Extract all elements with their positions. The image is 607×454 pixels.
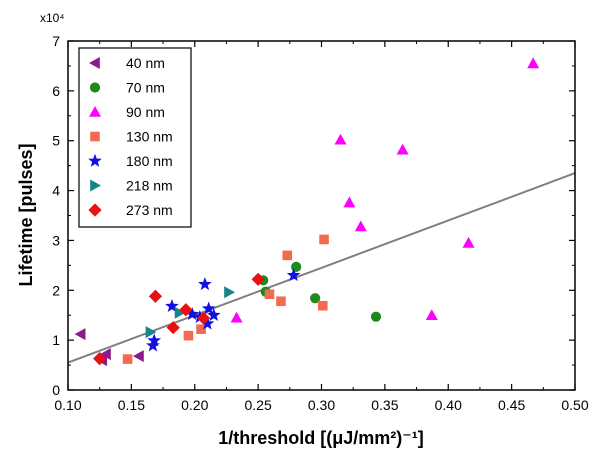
data-point-series-2 bbox=[334, 133, 347, 145]
data-point-series-2 bbox=[425, 309, 438, 321]
data-point-series-2 bbox=[230, 311, 243, 323]
data-point-series-6 bbox=[251, 272, 265, 286]
x-tick-label: 0.40 bbox=[435, 397, 462, 413]
x-axis-title: 1/threshold [(μJ/mm²)⁻¹] bbox=[218, 428, 424, 448]
legend-marker bbox=[88, 153, 102, 167]
data-point-series-0 bbox=[100, 348, 111, 361]
data-point-series-2 bbox=[462, 236, 475, 248]
data-point-series-1 bbox=[310, 293, 321, 304]
data-point-series-5 bbox=[174, 306, 186, 319]
data-point-series-3 bbox=[317, 300, 328, 311]
data-point-series-6 bbox=[148, 289, 163, 303]
data-point-series-4 bbox=[198, 277, 212, 291]
data-point-series-3 bbox=[319, 234, 329, 245]
y-tick-label: 0 bbox=[52, 382, 60, 398]
y-tick-label: 4 bbox=[52, 183, 60, 199]
data-point-series-4 bbox=[147, 333, 162, 347]
legend-marker bbox=[90, 131, 100, 142]
legend-marker bbox=[89, 106, 101, 117]
x-tick-label: 0.35 bbox=[371, 397, 398, 413]
data-point-series-2 bbox=[396, 143, 409, 155]
legend-label: 70 nm bbox=[126, 80, 165, 96]
data-point-series-5 bbox=[224, 286, 235, 299]
data-point-series-4 bbox=[146, 338, 160, 352]
data-point-series-2 bbox=[343, 196, 356, 208]
data-point-series-6 bbox=[93, 351, 107, 366]
data-point-series-4 bbox=[206, 308, 221, 322]
y-axis-title: Lifetime [pulses] bbox=[16, 143, 36, 286]
data-point-series-3 bbox=[196, 324, 206, 334]
data-point-series-6 bbox=[166, 321, 180, 335]
x-tick-label: 0.10 bbox=[54, 397, 81, 413]
y-multiplier-label: x10⁴ bbox=[40, 11, 65, 25]
legend-marker bbox=[89, 82, 101, 93]
legend-label: 273 nm bbox=[126, 202, 173, 218]
data-point-series-0 bbox=[132, 350, 144, 363]
data-point-series-3 bbox=[282, 250, 293, 261]
legend-marker bbox=[88, 203, 102, 217]
x-tick-label: 0.15 bbox=[118, 397, 145, 413]
y-tick-label: 1 bbox=[52, 332, 60, 348]
y-tick-label: 6 bbox=[52, 83, 60, 99]
data-point-series-4 bbox=[185, 307, 200, 321]
data-point-series-6 bbox=[179, 303, 193, 317]
data-point-series-3 bbox=[264, 289, 275, 300]
legend-label: 40 nm bbox=[126, 55, 165, 71]
data-point-series-4 bbox=[200, 316, 215, 330]
data-point-series-4 bbox=[286, 268, 301, 282]
data-point-series-1 bbox=[291, 261, 302, 272]
legend-marker bbox=[89, 57, 100, 69]
legend-marker bbox=[90, 179, 101, 192]
x-tick-label: 0.45 bbox=[498, 397, 525, 413]
data-point-series-2 bbox=[527, 57, 540, 69]
y-tick-label: 2 bbox=[52, 282, 60, 298]
legend-label: 90 nm bbox=[126, 104, 165, 120]
data-point-series-0 bbox=[74, 328, 86, 341]
y-tick-label: 7 bbox=[52, 33, 60, 49]
x-tick-label: 0.20 bbox=[181, 397, 208, 413]
data-point-series-3 bbox=[276, 296, 286, 307]
legend-label: 130 nm bbox=[126, 129, 173, 145]
data-point-series-4 bbox=[165, 299, 179, 313]
y-tick-label: 3 bbox=[52, 232, 60, 248]
data-point-series-2 bbox=[354, 220, 367, 232]
data-point-series-1 bbox=[370, 311, 382, 322]
x-tick-label: 0.30 bbox=[308, 397, 335, 413]
data-point-series-4 bbox=[201, 301, 216, 315]
legend-label: 218 nm bbox=[126, 178, 173, 194]
data-point-series-3 bbox=[183, 330, 194, 341]
data-point-series-5 bbox=[145, 326, 157, 339]
x-tick-label: 0.50 bbox=[561, 397, 588, 413]
legend-label: 180 nm bbox=[126, 153, 173, 169]
data-point-series-3 bbox=[122, 354, 133, 364]
y-tick-label: 5 bbox=[52, 133, 60, 149]
x-tick-label: 0.25 bbox=[245, 397, 272, 413]
data-point-series-6 bbox=[197, 311, 211, 325]
